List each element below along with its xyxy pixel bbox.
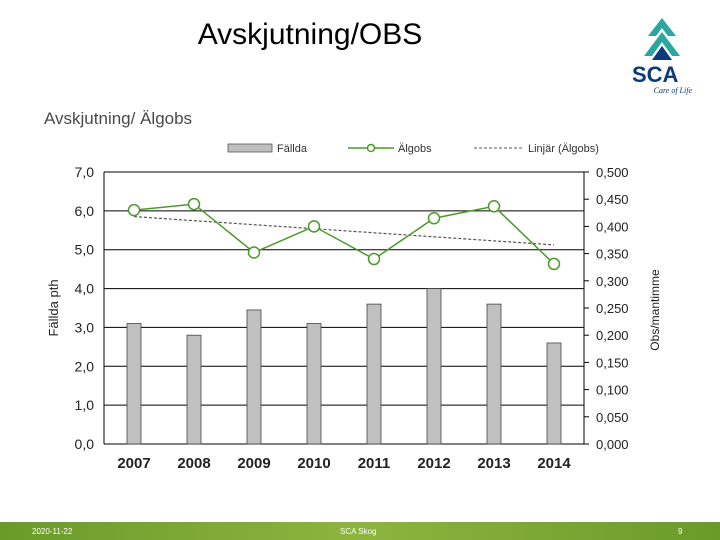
x-tick-label: 2011 [358, 455, 391, 472]
bar-falla [426, 288, 442, 445]
y-right-tick-label: 0,150 [596, 355, 629, 370]
slide-title: Avskjutning/OBS [197, 18, 423, 51]
footer-band [0, 522, 720, 540]
y-left-tick-label: 7,0 [75, 164, 95, 180]
point-algobs [367, 252, 381, 266]
footer-date: 2020-11-22 [32, 527, 73, 536]
y-right-tick-label: 0,350 [596, 247, 629, 262]
point-algobs [547, 257, 561, 271]
footer-page-number: 9 [678, 527, 683, 536]
chart-svg: Avskjutning/ Älgobs Fällda Älgobs Linjär (Ä… [44, 109, 662, 472]
point-algobs [247, 246, 261, 259]
y-right-tick-label: 0,250 [596, 301, 629, 316]
y-right-tick-label: 0,400 [596, 219, 629, 234]
y-right-tick-label: 0,050 [596, 410, 629, 425]
bar-falla [366, 303, 382, 445]
footer-center-text: SCA Skog [340, 527, 377, 536]
point-algobs [487, 200, 501, 213]
y-left-tick-label: 2,0 [75, 358, 95, 374]
legend-label-trend: Linjär (Älgobs) [528, 143, 599, 155]
x-tick-label: 2007 [117, 455, 150, 472]
bar-falla [306, 323, 322, 445]
x-tick-label: 2013 [477, 455, 510, 472]
point-algobs [307, 220, 321, 233]
trendline-algobs [133, 216, 555, 246]
y-left-axis-title: Fällda pth [46, 279, 61, 336]
y-left-tick-label: 6,0 [75, 203, 95, 219]
y-right-tick-label: 0,500 [596, 165, 629, 180]
legend-marker-algobs [366, 143, 376, 153]
y-left-tick-label: 4,0 [75, 281, 95, 297]
chart-area: Avskjutning/ Älgobs Fällda Älgobs Linjär (Ä… [0, 100, 720, 480]
legend-label-algobs: Älgobs [398, 143, 432, 155]
logo-text: SCA [632, 62, 679, 87]
y-right-tick-label: 0,450 [596, 192, 629, 207]
bar-falla [486, 303, 502, 445]
bar-falla [246, 309, 262, 445]
line-algobs [133, 203, 555, 265]
bar-falla [126, 323, 142, 445]
y-right-tick-label: 0,300 [596, 274, 629, 289]
y-right-tick-label: 0,100 [596, 383, 629, 398]
x-tick-label: 2008 [177, 455, 210, 472]
sca-logo-icon [644, 18, 680, 60]
point-algobs [427, 211, 441, 225]
y-left-tick-label: 3,0 [75, 319, 95, 335]
chart-title: Avskjutning/ Älgobs [44, 109, 192, 128]
x-tick-label: 2014 [537, 455, 571, 472]
y-right-axis-title: Obs/mantimme [648, 269, 662, 351]
bar-falla [546, 342, 562, 445]
legend-label-falla: Fällda [277, 143, 308, 155]
y-left-tick-label: 5,0 [75, 242, 95, 258]
bar-falla [186, 334, 202, 445]
x-tick-label: 2012 [417, 455, 450, 472]
x-tick-label: 2010 [297, 455, 330, 472]
point-algobs [187, 197, 201, 211]
logo-tagline: Care of Life [653, 86, 692, 95]
y-left-tick-label: 0,0 [75, 436, 95, 452]
x-tick-label: 2009 [237, 455, 270, 472]
legend-swatch-falla [227, 143, 273, 153]
y-right-tick-label: 0,200 [596, 328, 629, 343]
y-right-tick-label: 0,000 [596, 437, 629, 452]
y-left-tick-label: 1,0 [75, 397, 95, 413]
point-algobs [127, 203, 141, 217]
